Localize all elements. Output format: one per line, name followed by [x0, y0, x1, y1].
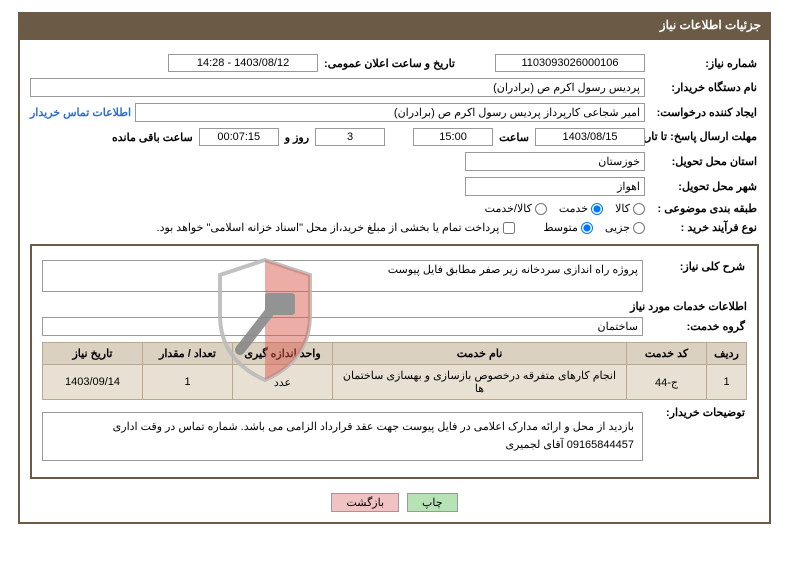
need-number-value: 1103093026000106: [495, 54, 645, 72]
province-value: خوزستان: [465, 152, 645, 171]
remaining-value: 00:07:15: [199, 128, 279, 146]
need-number-label: شماره نیاز:: [649, 57, 759, 70]
days-word: روز و: [283, 131, 311, 144]
remaining-word: ساعت باقی مانده: [110, 131, 195, 144]
cat-goods-radio[interactable]: [633, 203, 645, 215]
services-section-label: اطلاعات خدمات مورد نیاز: [42, 300, 747, 313]
pt-medium-label: متوسط: [543, 221, 578, 234]
pt-medium-radio[interactable]: [581, 222, 593, 234]
th-date: تاریخ نیاز: [43, 343, 143, 365]
back-button[interactable]: بازگشت: [331, 493, 399, 512]
requester-label: ایجاد کننده درخواست:: [649, 106, 759, 119]
city-label: شهر محل تحویل:: [649, 180, 759, 193]
td-date: 1403/09/14: [43, 365, 143, 400]
td-row: 1: [707, 365, 747, 400]
table-row: 1 ج-44 انجام کارهای متفرقه درخصوص بازساز…: [43, 365, 747, 400]
td-code: ج-44: [627, 365, 707, 400]
buyer-notes-value: بازدید از محل و ارائه مدارک اعلامی در فا…: [42, 412, 643, 461]
treasury-checkbox[interactable]: [503, 222, 515, 234]
main-frame: شماره نیاز: 1103093026000106 تاریخ و ساع…: [18, 38, 771, 524]
desc-value: پروژه راه اندازی سردخانه زیر صفر مطابق ف…: [42, 260, 643, 292]
deadline-label: مهلت ارسال پاسخ: تا تاریخ:: [649, 130, 759, 144]
deadline-date: 1403/08/15: [535, 128, 645, 146]
city-value: اهواز: [465, 177, 645, 196]
cat-both-label: کالا/خدمت: [485, 202, 532, 215]
buyer-org-value: پردیس رسول اکرم ص (برادران): [30, 78, 645, 97]
services-table: ردیف کد خدمت نام خدمت واحد اندازه گیری ت…: [42, 342, 747, 400]
pt-minor-label: جزیی: [605, 221, 630, 234]
announce-value: 1403/08/12 - 14:28: [168, 54, 318, 72]
cat-service-label: خدمت: [559, 202, 588, 215]
purchase-type-label: نوع فرآیند خرید :: [649, 221, 759, 234]
time-word: ساعت: [497, 131, 531, 144]
requester-value: امیر شجاعی کارپرداز پردیس رسول اکرم ص (ب…: [135, 103, 645, 122]
td-service-name: انجام کارهای متفرقه درخصوص بازسازی و بهس…: [333, 365, 627, 400]
announce-label: تاریخ و ساعت اعلان عمومی:: [322, 57, 457, 70]
pt-minor-radio[interactable]: [633, 222, 645, 234]
table-header-row: ردیف کد خدمت نام خدمت واحد اندازه گیری ت…: [43, 343, 747, 365]
watermark-shield-icon: [210, 255, 320, 385]
category-label: طبقه بندی موضوعی :: [649, 202, 759, 215]
page-title: جزئیات اطلاعات نیاز: [660, 18, 761, 32]
details-frame: شرح کلی نیاز: پروژه راه اندازی سردخانه ز…: [30, 244, 759, 479]
th-code: کد خدمت: [627, 343, 707, 365]
cat-service-radio[interactable]: [591, 203, 603, 215]
buyer-contact-link[interactable]: اطلاعات تماس خریدار: [30, 106, 131, 119]
th-name: نام خدمت: [333, 343, 627, 365]
service-group-value: ساختمان: [42, 317, 643, 336]
purchase-type-radios: جزیی متوسط: [543, 221, 645, 234]
service-group-label: گروه خدمت:: [647, 320, 747, 333]
buyer-notes-label: توضیحات خریدار:: [647, 406, 747, 419]
th-row: ردیف: [707, 343, 747, 365]
province-label: استان محل تحویل:: [649, 155, 759, 168]
deadline-time: 15:00: [413, 128, 493, 146]
print-button[interactable]: چاپ: [407, 493, 458, 512]
cat-goods-label: کالا: [615, 202, 630, 215]
days-value: 3: [315, 128, 385, 146]
cat-both-radio[interactable]: [535, 203, 547, 215]
treasury-note: پرداخت تمام یا بخشی از مبلغ خرید،از محل …: [157, 221, 500, 234]
button-bar: چاپ بازگشت: [30, 493, 759, 512]
desc-label: شرح کلی نیاز:: [647, 260, 747, 273]
page-header: جزئیات اطلاعات نیاز: [18, 12, 771, 38]
category-radios: کالا خدمت کالا/خدمت: [485, 202, 645, 215]
buyer-org-label: نام دستگاه خریدار:: [649, 81, 759, 94]
